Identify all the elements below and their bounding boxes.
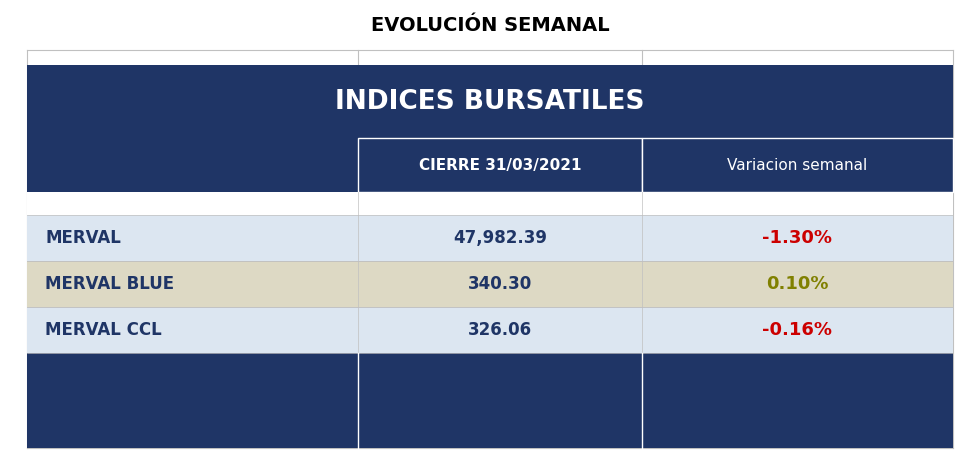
- Bar: [27, 192, 953, 215]
- Bar: [27, 261, 953, 307]
- Text: -0.16%: -0.16%: [762, 321, 832, 339]
- Text: -1.30%: -1.30%: [762, 229, 832, 247]
- Text: MERVAL BLUE: MERVAL BLUE: [45, 275, 174, 293]
- Text: MERVAL: MERVAL: [45, 229, 121, 247]
- Text: CIERRE 31/03/2021: CIERRE 31/03/2021: [418, 158, 581, 172]
- Bar: [358, 138, 642, 192]
- Bar: [27, 138, 953, 192]
- Bar: [27, 353, 953, 448]
- Text: 47,982.39: 47,982.39: [453, 229, 547, 247]
- Text: EVOLUCIÓN SEMANAL: EVOLUCIÓN SEMANAL: [370, 16, 610, 35]
- Text: MERVAL CCL: MERVAL CCL: [45, 321, 162, 339]
- Bar: [27, 65, 953, 138]
- Bar: [27, 215, 953, 261]
- Text: INDICES BURSATILES: INDICES BURSATILES: [335, 89, 645, 114]
- Text: 0.10%: 0.10%: [766, 275, 828, 293]
- Text: 340.30: 340.30: [467, 275, 532, 293]
- Text: 326.06: 326.06: [467, 321, 532, 339]
- Bar: [27, 307, 953, 353]
- Bar: [642, 138, 953, 192]
- Text: Variacion semanal: Variacion semanal: [727, 158, 867, 172]
